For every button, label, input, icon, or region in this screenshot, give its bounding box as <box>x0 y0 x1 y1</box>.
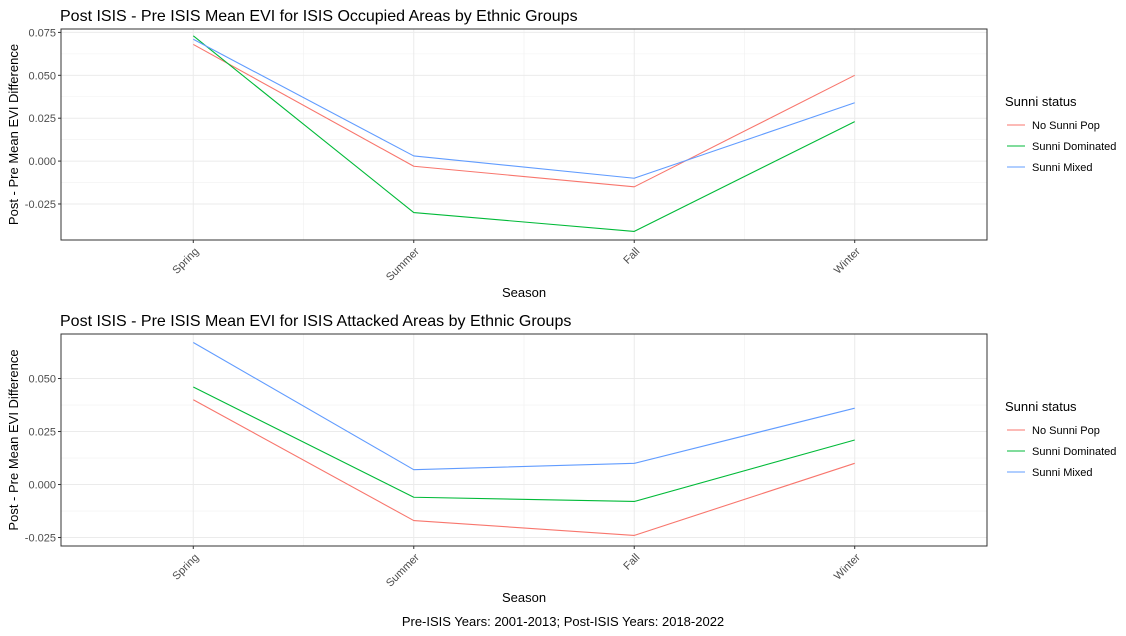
legend-label-2: Sunni Dominated <box>1032 141 1116 153</box>
y-tick-label: 0.025 <box>28 427 56 439</box>
y-tick-label: 0.050 <box>28 70 56 82</box>
y-tick-label: -0.025 <box>25 199 56 211</box>
x-axis-label: Season <box>502 590 546 605</box>
chart-panel-1: Post ISIS - Pre ISIS Mean EVI for ISIS O… <box>6 8 1116 300</box>
series-line-3 <box>193 342 855 471</box>
chart-panel-2: Post ISIS - Pre ISIS Mean EVI for ISIS A… <box>6 313 1116 605</box>
legend-label-1: No Sunni Pop <box>1032 425 1100 437</box>
series-line-1 <box>193 399 855 536</box>
chart-title: Post ISIS - Pre ISIS Mean EVI for ISIS A… <box>60 313 571 330</box>
legend-label-2: Sunni Dominated <box>1032 446 1116 458</box>
legend-title: Sunni status <box>1005 94 1077 109</box>
legend: Sunni status No Sunni Pop Sunni Dominated S… <box>1005 94 1116 174</box>
legend-title: Sunni status <box>1005 399 1077 414</box>
y-tick-label: 0.000 <box>28 156 56 168</box>
legend-label-1: No Sunni Pop <box>1032 120 1100 132</box>
series-line-3 <box>193 38 855 179</box>
y-tick-label: 0.075 <box>28 27 56 39</box>
legend: Sunni status No Sunni Pop Sunni Dominated S… <box>1005 399 1116 479</box>
chart-caption: Pre-ISIS Years: 2001-2013; Post-ISIS Yea… <box>402 614 724 629</box>
chart-title: Post ISIS - Pre ISIS Mean EVI for ISIS O… <box>60 8 578 25</box>
y-tick-label: -0.025 <box>25 533 56 545</box>
y-tick-label: 0.050 <box>28 374 56 386</box>
panel-border <box>60 333 988 547</box>
series-line-2 <box>193 386 855 503</box>
series-line-2 <box>192 35 855 232</box>
y-axis-label: Post - Pre Mean EVI Difference <box>6 349 21 530</box>
y-tick-label: 0.025 <box>28 113 56 125</box>
legend-label-3: Sunni Mixed <box>1032 467 1093 479</box>
series-line-1 <box>193 43 855 188</box>
y-tick-label: 0.000 <box>28 480 56 492</box>
legend-label-3: Sunni Mixed <box>1032 162 1093 174</box>
panel-border <box>60 28 988 241</box>
x-axis-label: Season <box>502 285 546 300</box>
y-axis-label: Post - Pre Mean EVI Difference <box>6 44 21 225</box>
